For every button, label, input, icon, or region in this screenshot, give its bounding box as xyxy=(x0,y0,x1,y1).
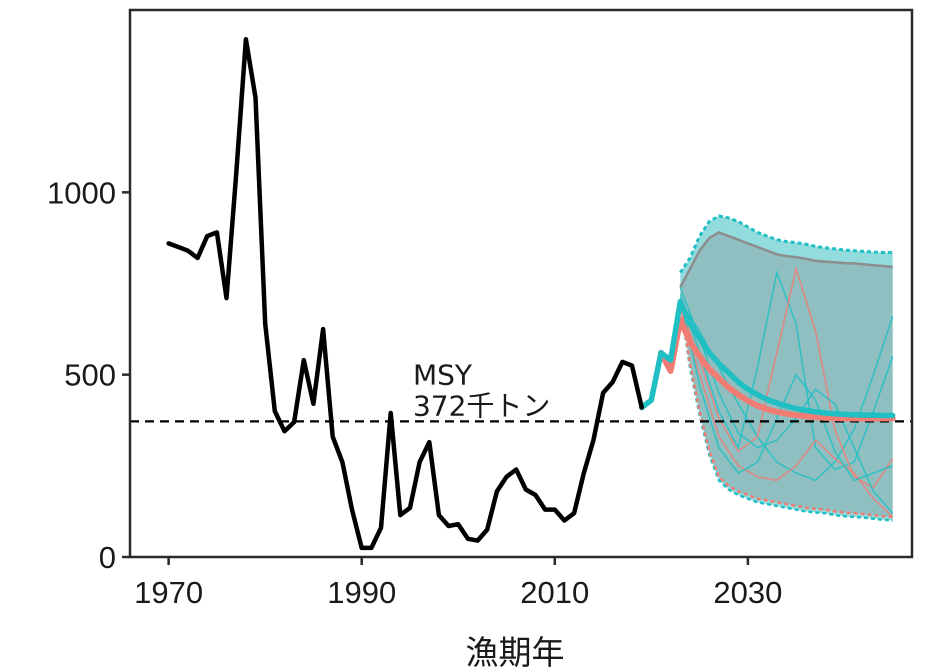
plot-frame xyxy=(128,8,914,559)
teal-band-upper-edge xyxy=(679,214,893,274)
history-line xyxy=(166,36,644,551)
trajectory-6 xyxy=(679,297,893,482)
x-tick-label-1990: 1990 xyxy=(327,575,396,610)
trajectory-5 xyxy=(679,308,894,518)
series-lines xyxy=(166,36,896,551)
msy-annotation-line-2: 372千トン xyxy=(413,390,550,423)
grey-band xyxy=(680,232,893,517)
trajectory-4 xyxy=(679,286,894,514)
teal-band-lower-edge xyxy=(679,301,893,522)
x-tick-label-2030: 2030 xyxy=(713,575,782,610)
axes: 1970 1990 2010 2030 0 500 1000 xyxy=(47,175,782,610)
red-median-line xyxy=(658,317,896,422)
grey-band-upper-edge xyxy=(679,231,893,288)
x-axis-title: 漁期年 xyxy=(466,633,565,671)
x-tick-label-1970: 1970 xyxy=(134,575,203,610)
y-tick-label-0: 0 xyxy=(99,540,116,575)
teal-median-line xyxy=(638,298,896,419)
grey-band-lower-edge xyxy=(679,301,893,519)
x-tick-label-2010: 2010 xyxy=(520,575,589,610)
projection-trajectories xyxy=(679,266,894,518)
y-tick-label-1000: 1000 xyxy=(47,175,116,210)
msy-annotation-line-1: MSY xyxy=(413,359,473,392)
y-tick-label-500: 500 xyxy=(64,358,116,393)
